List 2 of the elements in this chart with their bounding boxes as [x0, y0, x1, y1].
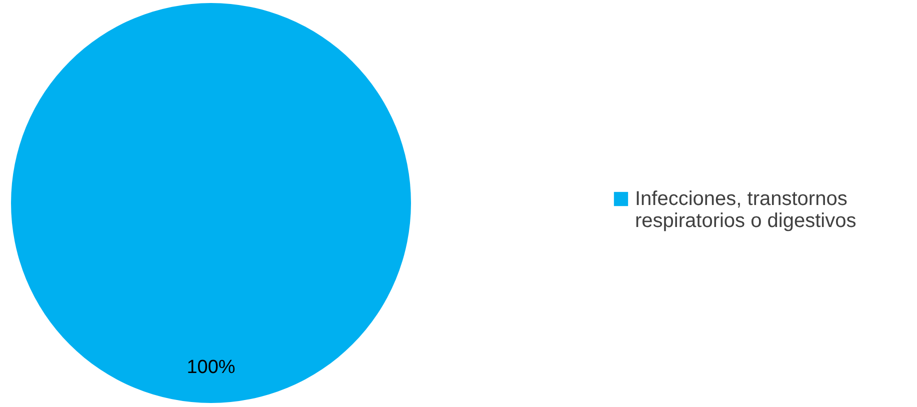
legend-label: Infecciones, transtornos respiratorios o digestivos — [635, 188, 856, 232]
data-label: 100% — [186, 357, 236, 378]
